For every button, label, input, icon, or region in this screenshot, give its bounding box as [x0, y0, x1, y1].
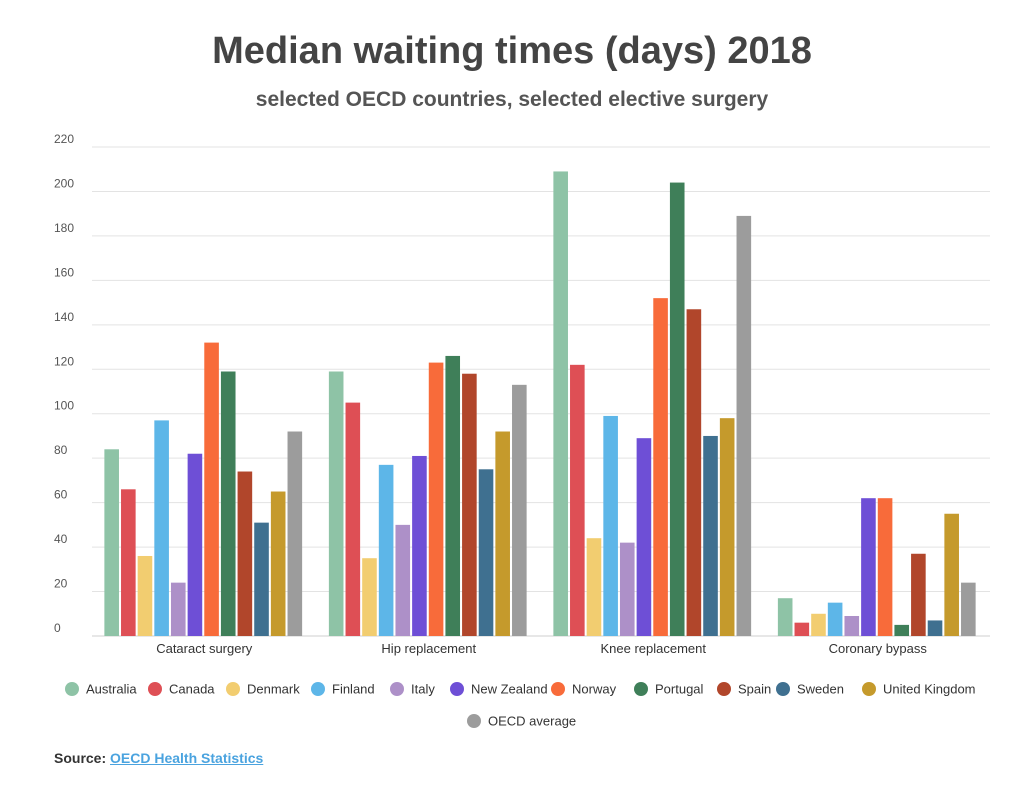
bar [287, 431, 303, 636]
bar [653, 298, 668, 636]
bar [137, 555, 153, 636]
bar [121, 489, 136, 636]
bar [619, 542, 635, 636]
bar [512, 384, 527, 636]
bar [719, 418, 735, 636]
bar [811, 613, 826, 636]
legend-marker [148, 682, 162, 696]
legend: Australia Canada Denmark Finland Italy New Ze… [65, 682, 976, 729]
legend-marker [450, 682, 464, 696]
bar [703, 435, 718, 636]
bar [237, 471, 253, 636]
bars [104, 171, 976, 636]
bar [570, 364, 585, 636]
y-tick-label: 100 [54, 399, 74, 413]
legend-marker [776, 682, 790, 696]
bar [877, 498, 893, 636]
legend-label: Canada [169, 682, 215, 697]
bar [254, 522, 269, 636]
legend-label: New Zealand [471, 682, 548, 697]
bar [777, 598, 793, 636]
legend-marker [467, 714, 481, 728]
x-category-label: Knee replacement [600, 641, 706, 656]
bar [270, 491, 286, 636]
legend-label: Sweden [797, 682, 844, 697]
y-tick-label: 180 [54, 221, 74, 235]
bar [669, 182, 685, 636]
legend-label: OECD average [488, 714, 576, 729]
y-tick-label: 0 [54, 621, 61, 635]
bar [104, 449, 119, 636]
source-label: Source: [54, 750, 107, 766]
legend-label: Portugal [655, 682, 704, 697]
y-tick-label: 40 [54, 532, 68, 546]
y-tick-label: 80 [54, 443, 68, 457]
source-note: Source: OECD Health Statistics [54, 750, 263, 766]
legend-label: Norway [572, 682, 617, 697]
bar [478, 469, 494, 636]
legend-label: Australia [86, 682, 137, 697]
legend-marker [390, 682, 404, 696]
legend-marker [717, 682, 731, 696]
x-category-label: Cataract surgery [156, 641, 253, 656]
legend-label: Denmark [247, 682, 300, 697]
y-tick-label: 220 [54, 132, 74, 146]
bar [894, 624, 910, 636]
bar [445, 355, 461, 636]
legend-label: Spain [738, 682, 771, 697]
legend-marker [634, 682, 648, 696]
y-axis-ticks: 0 20 40 60 80 100 120 140 160 180 200 220 [54, 132, 74, 635]
x-axis-categories: Cataract surgery Hip replacement Knee repl… [156, 641, 927, 656]
bar [462, 373, 477, 636]
legend-marker [65, 682, 79, 696]
bar [844, 615, 860, 636]
y-tick-label: 20 [54, 577, 68, 591]
legend-marker [226, 682, 240, 696]
bar [686, 309, 702, 636]
bar [187, 453, 203, 636]
y-tick-label: 120 [54, 354, 74, 368]
y-tick-label: 140 [54, 310, 74, 324]
bar [927, 620, 943, 636]
y-tick-label: 160 [54, 265, 74, 279]
bar [944, 513, 959, 636]
bar [911, 553, 926, 636]
legend-marker [551, 682, 565, 696]
y-tick-label: 200 [54, 176, 74, 190]
bar [378, 464, 394, 636]
bar [603, 415, 618, 636]
bar [204, 342, 219, 636]
bar [395, 524, 411, 636]
x-category-label: Hip replacement [381, 641, 476, 656]
bar [328, 371, 344, 636]
legend-marker [862, 682, 876, 696]
bar [495, 431, 510, 636]
y-tick-label: 60 [54, 488, 68, 502]
bar [362, 558, 377, 636]
bar [170, 582, 186, 636]
bar [412, 455, 427, 636]
bar [345, 402, 361, 636]
legend-label: United Kingdom [883, 682, 976, 697]
bar [736, 215, 752, 636]
bar [827, 602, 843, 636]
source-link[interactable]: OECD Health Statistics [110, 750, 264, 766]
bar [586, 538, 602, 636]
legend-label: Finland [332, 682, 375, 697]
bar [220, 371, 236, 636]
chart-title: Median waiting times (days) 2018 [212, 30, 812, 72]
bar [961, 582, 976, 636]
legend-label: Italy [411, 682, 435, 697]
bar [636, 438, 652, 636]
bar-chart: 0 20 40 60 80 100 120 140 160 180 200 220 Cataract … [54, 132, 990, 729]
legend-marker [311, 682, 325, 696]
bar [428, 362, 444, 636]
bar [154, 420, 169, 636]
bar [794, 622, 810, 636]
bar [553, 171, 568, 636]
chart-subtitle: selected OECD countries, selected electi… [255, 88, 769, 111]
x-category-label: Coronary bypass [829, 641, 928, 656]
bar [861, 498, 876, 636]
